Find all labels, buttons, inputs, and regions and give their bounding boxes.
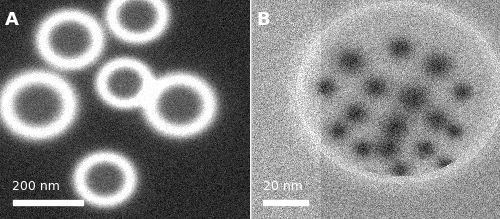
- Text: 200 nm: 200 nm: [12, 180, 60, 193]
- Text: 20 nm: 20 nm: [264, 180, 304, 193]
- Bar: [12, 200, 82, 205]
- Text: B: B: [256, 11, 270, 29]
- Text: A: A: [5, 11, 19, 29]
- Bar: [264, 200, 308, 205]
